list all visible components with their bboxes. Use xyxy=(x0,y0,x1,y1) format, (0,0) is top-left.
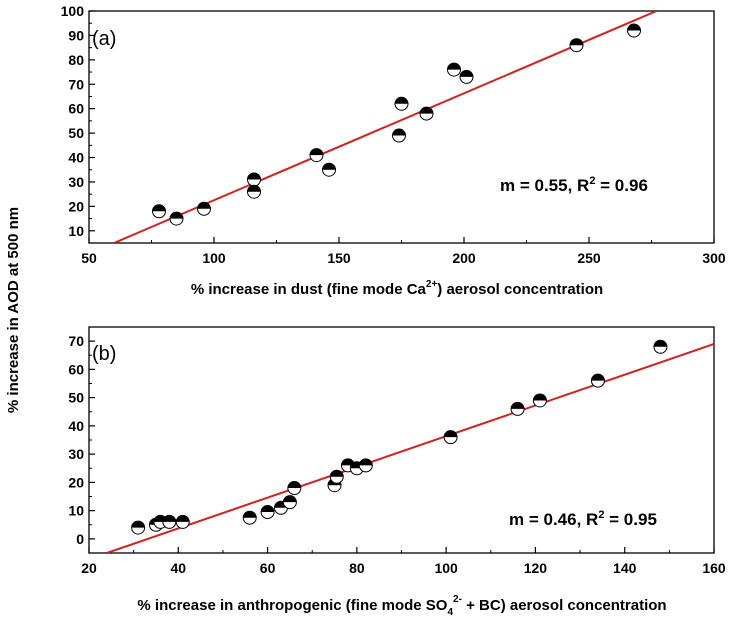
y-tick-label: 20 xyxy=(68,474,84,490)
x-tick-label: 80 xyxy=(349,560,365,576)
y-tick-label: 60 xyxy=(68,361,84,377)
data-point xyxy=(309,148,324,163)
data-point xyxy=(329,469,344,484)
panel-b: (b) m = 0.46, R2 = 0.95 % increase in an… xyxy=(68,326,726,618)
y-tick-label: 60 xyxy=(68,101,84,117)
x-tick-label: 200 xyxy=(452,250,476,266)
y-tick-label: 20 xyxy=(68,198,84,214)
y-tick-label: 30 xyxy=(68,446,84,462)
y-tick-label: 10 xyxy=(68,223,84,239)
shared-y-axis-label: % increase in AOD at 500 nm xyxy=(5,207,22,413)
x-tick-label: 300 xyxy=(702,250,726,266)
data-point xyxy=(627,23,641,38)
panel-b-tag: (b) xyxy=(92,343,116,365)
data-point xyxy=(131,520,146,535)
data-point xyxy=(197,201,211,216)
data-point xyxy=(459,69,474,84)
x-tick-label: 100 xyxy=(434,560,458,576)
data-point xyxy=(358,458,373,473)
x-tick-label: 250 xyxy=(577,250,601,266)
panel-a-x-axis-label: % increase in dust (fine mode Ca2+) aero… xyxy=(191,279,603,298)
y-tick-label: 40 xyxy=(68,418,84,434)
data-point xyxy=(447,62,461,77)
data-point xyxy=(590,373,605,388)
data-point xyxy=(162,514,177,529)
y-tick-label: 90 xyxy=(68,27,84,43)
data-point xyxy=(247,184,261,199)
data-point xyxy=(394,96,409,111)
panel-a-frame xyxy=(88,10,715,244)
data-point xyxy=(247,172,261,187)
panel-a: (a) m = 0.55, R2 = 0.96 % increase in du… xyxy=(61,3,726,298)
panel-b-x-axis-label: % increase in anthropogenic (fine mode S… xyxy=(137,594,666,618)
y-tick-label: 50 xyxy=(68,390,84,406)
y-tick-label: 40 xyxy=(68,150,84,166)
data-point xyxy=(322,162,336,177)
data-point xyxy=(169,211,184,226)
y-tick-label: 0 xyxy=(76,531,84,547)
x-tick-label: 60 xyxy=(260,560,276,576)
data-point xyxy=(392,128,406,143)
y-tick-label: 50 xyxy=(68,125,84,141)
data-point xyxy=(419,106,434,121)
panel-b-fit-line xyxy=(106,343,714,553)
y-tick-label: 80 xyxy=(68,52,84,68)
data-point xyxy=(653,339,668,354)
x-tick-label: 120 xyxy=(524,560,548,576)
data-point xyxy=(175,514,190,529)
data-point xyxy=(510,401,525,416)
panel-b-annotation: m = 0.46, R2 = 0.95 xyxy=(509,509,657,529)
y-tick-label: 70 xyxy=(68,76,84,92)
y-tick-label: 30 xyxy=(68,174,84,190)
x-tick-label: 50 xyxy=(81,250,97,266)
data-point xyxy=(569,38,584,53)
panel-a-tag: (a) xyxy=(92,28,116,50)
y-tick-label: 10 xyxy=(68,503,84,519)
data-point xyxy=(443,430,458,445)
data-point xyxy=(152,204,166,219)
data-point xyxy=(260,505,275,520)
panel-a-annotation: m = 0.55, R2 = 0.96 xyxy=(500,175,648,195)
data-point xyxy=(242,510,257,525)
x-tick-label: 20 xyxy=(81,560,97,576)
x-tick-label: 160 xyxy=(702,560,726,576)
x-tick-label: 100 xyxy=(202,250,226,266)
x-tick-label: 40 xyxy=(170,560,186,576)
data-point xyxy=(287,481,302,496)
y-tick-label: 100 xyxy=(61,3,85,19)
data-point xyxy=(532,393,547,408)
data-point xyxy=(282,495,297,510)
x-tick-label: 140 xyxy=(613,560,637,576)
y-tick-label: 70 xyxy=(68,333,84,349)
x-tick-label: 150 xyxy=(327,250,351,266)
